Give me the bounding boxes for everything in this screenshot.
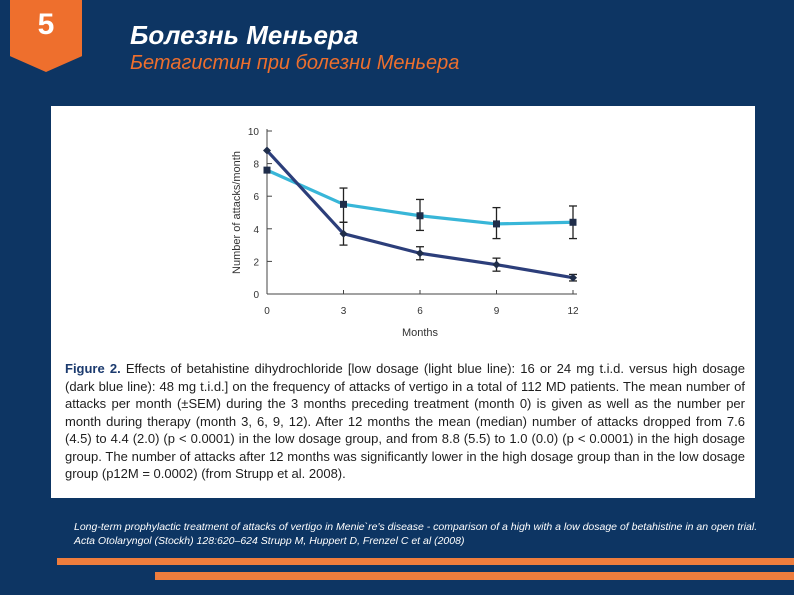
data-point-low-dosage bbox=[493, 220, 500, 228]
data-point-high-dosage bbox=[416, 249, 424, 258]
x-axis-label: Months bbox=[402, 327, 439, 339]
y-tick-label: 0 bbox=[253, 290, 259, 301]
decorative-bar-top bbox=[57, 558, 794, 565]
x-tick-label: 9 bbox=[494, 306, 500, 317]
data-point-high-dosage bbox=[339, 229, 348, 238]
slide-number: 5 bbox=[37, 8, 55, 41]
citation-reference: Long-term prophylactic treatment of atta… bbox=[74, 521, 758, 547]
slide-title: Болезнь Меньера bbox=[130, 20, 359, 50]
data-point-low-dosage bbox=[416, 212, 424, 220]
data-point-low-dosage bbox=[569, 218, 577, 226]
x-tick-label: 6 bbox=[417, 306, 423, 317]
y-tick-label: 4 bbox=[253, 225, 259, 236]
y-tick-label: 8 bbox=[253, 160, 259, 171]
data-point-low-dosage bbox=[263, 166, 271, 174]
figure-caption-label: Figure 2. bbox=[65, 361, 121, 376]
decorative-bar-bottom bbox=[155, 572, 794, 580]
data-point-low-dosage bbox=[340, 200, 347, 208]
slide-number-badge: 5 bbox=[10, 0, 82, 72]
x-tick-label: 3 bbox=[341, 306, 347, 317]
figure-caption-text: Effects of betahistine dihydrochloride [… bbox=[65, 361, 745, 481]
y-tick-label: 2 bbox=[253, 257, 259, 268]
figure-caption: Figure 2. Effects of betahistine dihydro… bbox=[65, 360, 745, 483]
y-axis-label: Number of attacks/month bbox=[231, 151, 243, 274]
x-tick-label: 0 bbox=[264, 306, 270, 317]
data-point-high-dosage bbox=[263, 146, 271, 155]
attacks-line-chart: 0 2 4 6 8 10 0 3 6 9 12 Months Number of attacks/mon… bbox=[231, 127, 579, 339]
data-point-high-dosage bbox=[569, 273, 577, 282]
x-tick-label: 12 bbox=[567, 306, 579, 317]
slide-subtitle: Бетагистин при болезни Меньера bbox=[130, 52, 460, 74]
y-tick-label: 10 bbox=[248, 127, 260, 138]
data-point-high-dosage bbox=[492, 260, 501, 269]
y-tick-label: 6 bbox=[253, 192, 259, 203]
figure-panel: 0 2 4 6 8 10 0 3 6 9 12 Months Number of attacks/mon… bbox=[51, 106, 755, 498]
